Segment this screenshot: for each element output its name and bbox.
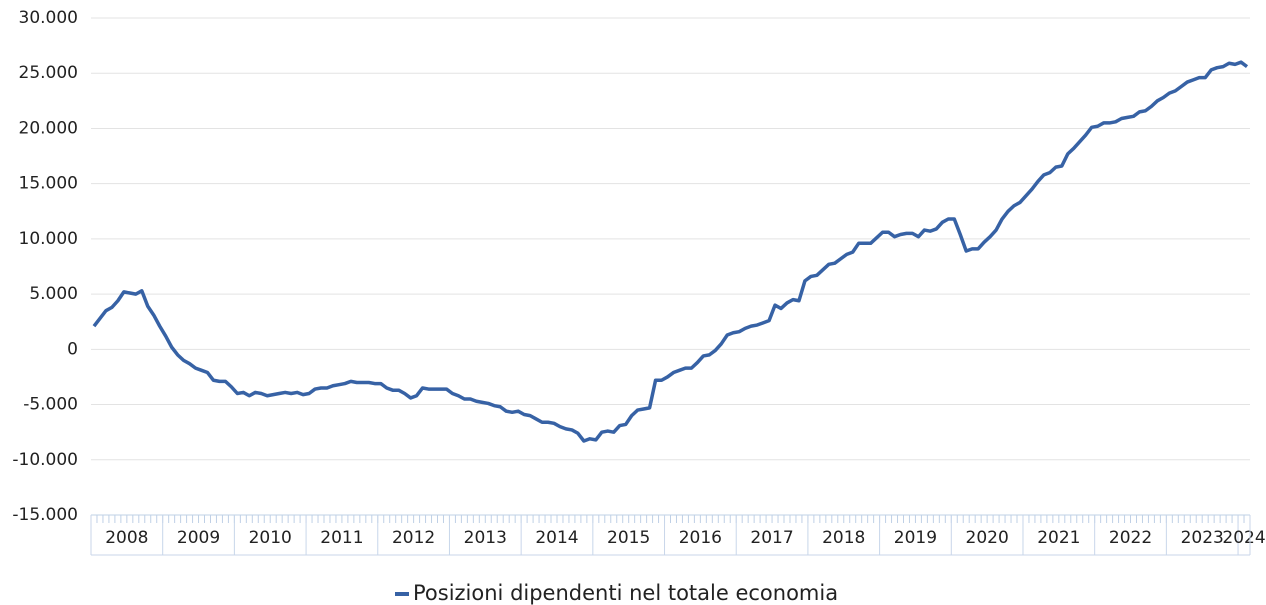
y-tick-label: 30.000: [19, 8, 78, 28]
x-tick-label: 2022: [1109, 528, 1152, 548]
y-tick-label: 0: [67, 339, 78, 359]
y-tick-label: 15.000: [19, 174, 78, 194]
x-tick-label: 2016: [679, 528, 722, 548]
y-tick-label: 25.000: [19, 63, 78, 83]
x-tick-label: 2023: [1181, 528, 1224, 548]
x-tick-label: 2020: [966, 528, 1009, 548]
x-tick-label: 2014: [535, 528, 578, 548]
x-tick-label: 2018: [822, 528, 865, 548]
x-tick-label: 2013: [464, 528, 507, 548]
line-series: [92, 60, 1249, 443]
y-tick-label: -15.000: [12, 505, 78, 525]
legend-label: Posizioni dipendenti nel totale economia: [413, 581, 838, 605]
x-tick-label: 2019: [894, 528, 937, 548]
x-tick-label: 2012: [392, 528, 435, 548]
x-tick-label: 2017: [750, 528, 793, 548]
y-tick-label: 10.000: [19, 229, 78, 249]
x-tick-label: 2021: [1037, 528, 1080, 548]
y-tick-label: -5.000: [23, 395, 78, 415]
y-tick-label: 20.000: [19, 118, 78, 138]
x-tick-label: 2010: [249, 528, 292, 548]
x-tick-label: 2009: [177, 528, 220, 548]
x-tick-label: 2024: [1222, 528, 1265, 548]
x-tick-label: 2015: [607, 528, 650, 548]
y-tick-label: -10.000: [12, 450, 78, 470]
x-tick-label: 2008: [105, 528, 148, 548]
y-tick-label: 5.000: [29, 284, 78, 304]
x-tick-label: 2011: [320, 528, 363, 548]
